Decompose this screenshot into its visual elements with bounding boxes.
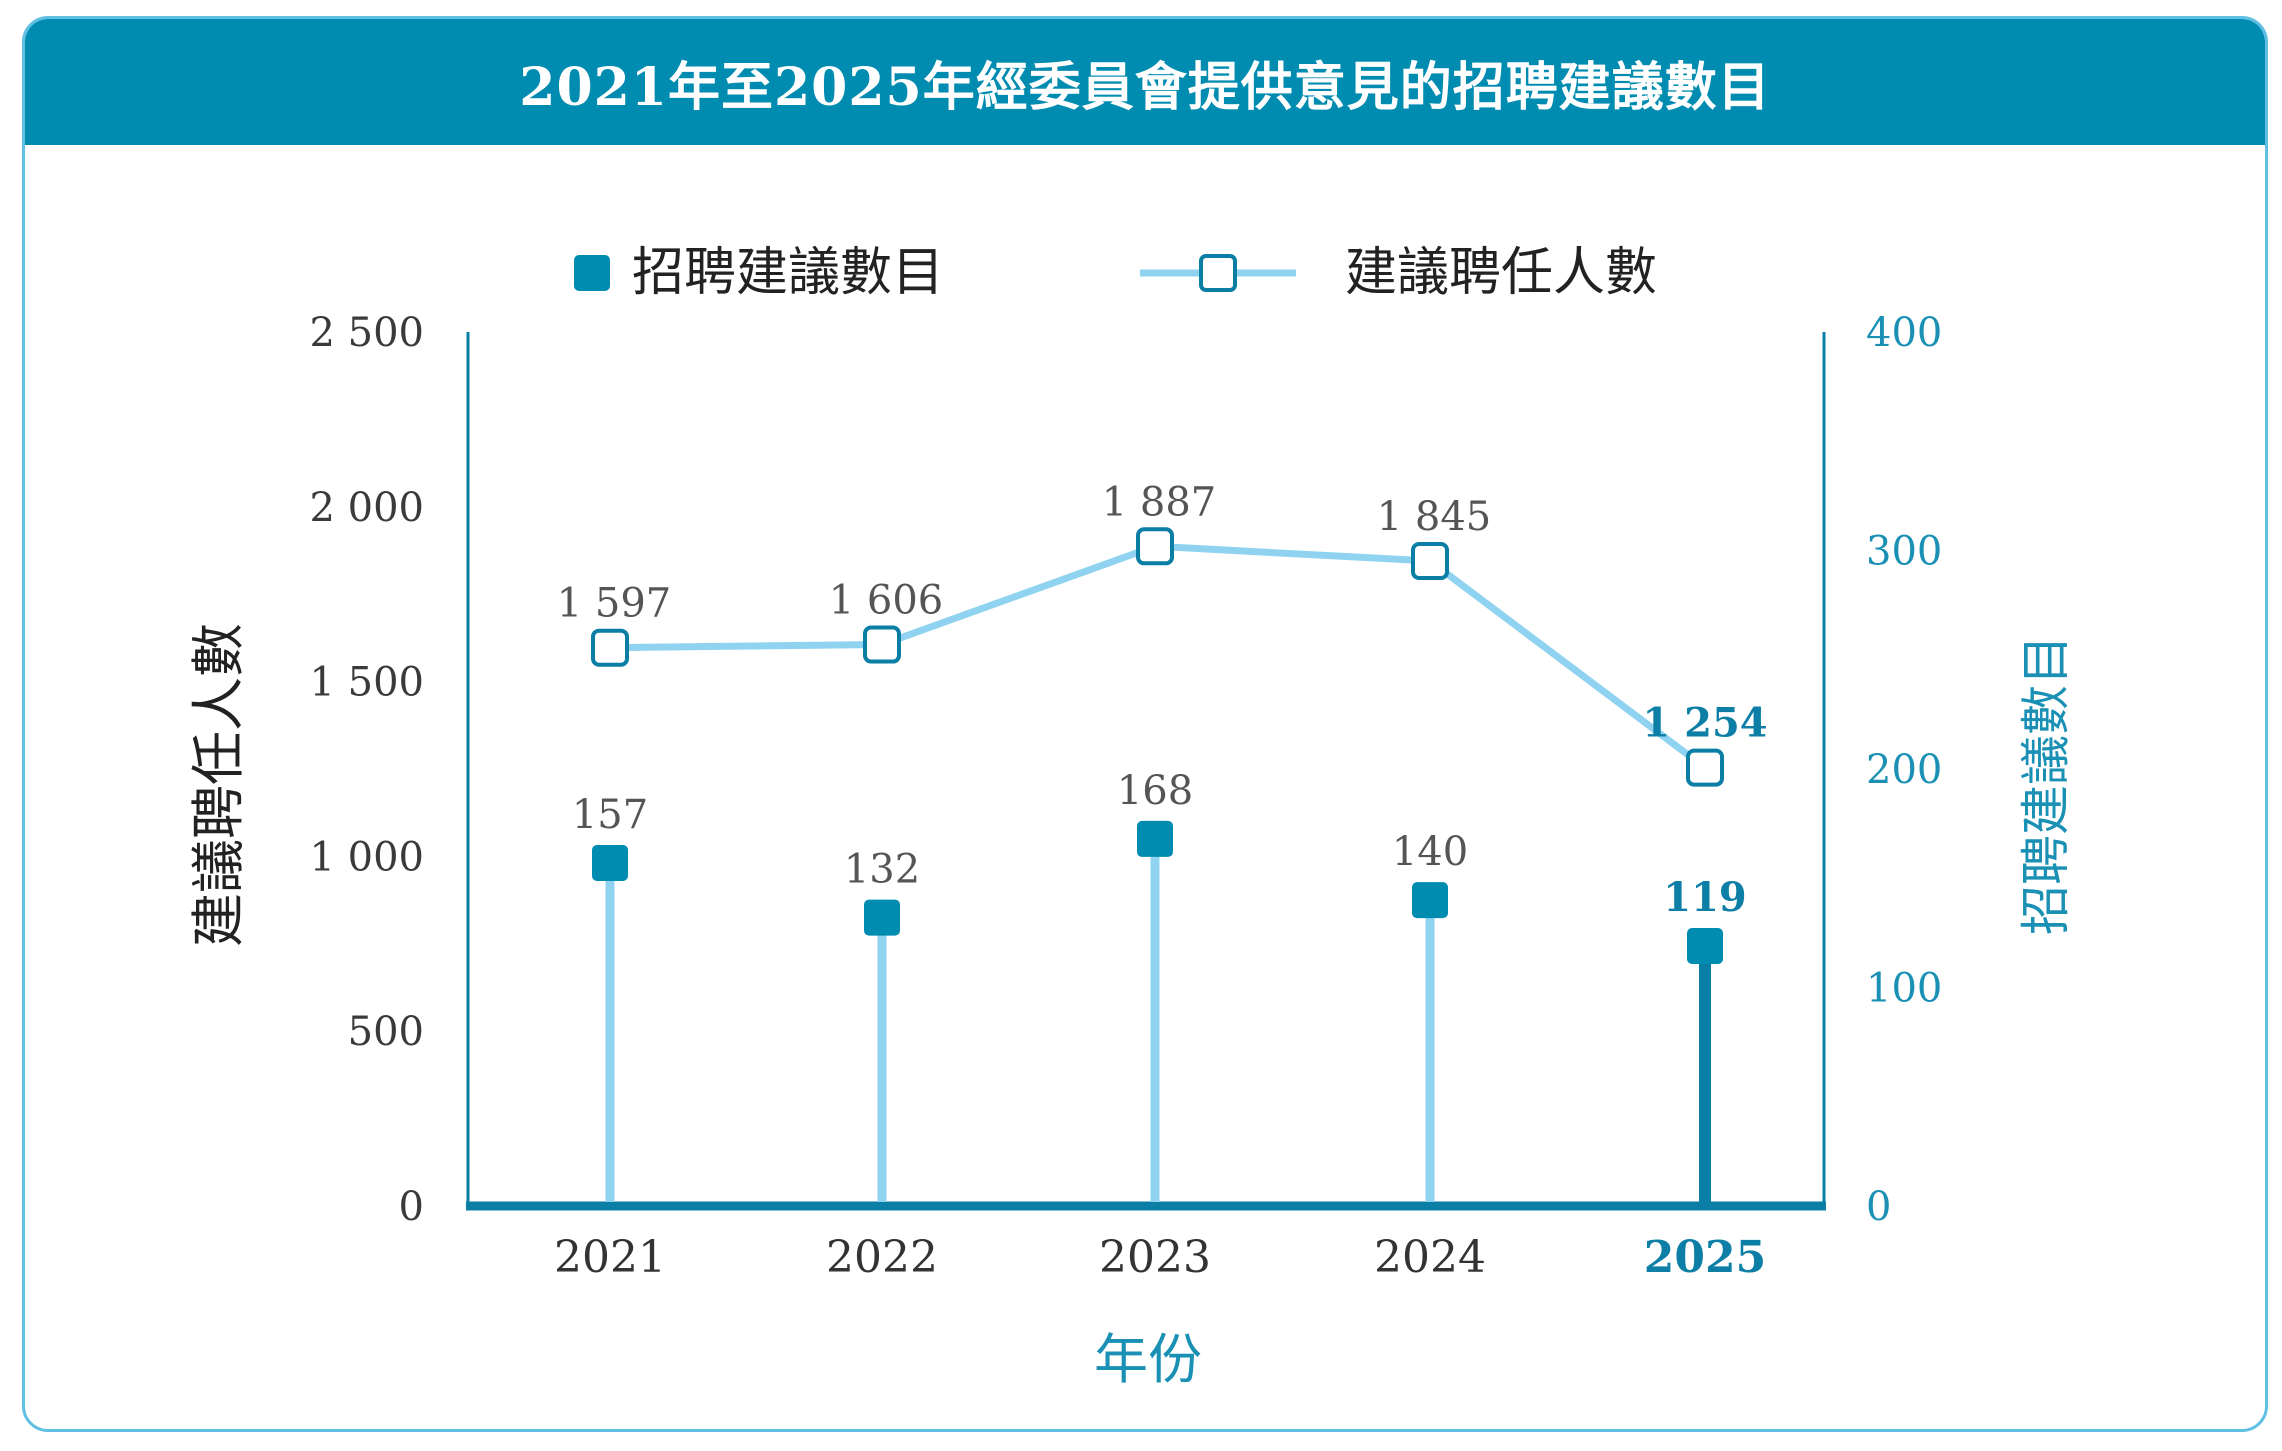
bar-marker [592,844,628,881]
chart-header: 2021年至2025年經委員會提供意見的招聘建議數目 [25,19,2265,145]
x-tick-label: 2024 [1374,1232,1486,1283]
y-left-tick-label: 2 000 [309,485,424,531]
bar-marker [1137,820,1173,857]
bar-value-label: 157 [572,792,648,838]
y-left-tick-label: 1 000 [309,834,424,880]
y-right-tick-label: 0 [1866,1184,1891,1230]
bar-value-label: 140 [1392,829,1468,875]
y-axis-right-title: 招聘建議數目 [2017,635,2075,935]
bar-value-label: 119 [1663,874,1747,921]
chart-frame: 2021年至2025年經委員會提供意見的招聘建議數目 [22,16,2268,1432]
x-tick-label: 2021 [554,1232,666,1283]
data-labels: 157 132 168 140 119 1 597 1 606 1 887 1 845 1 254 [557,479,1768,921]
axes [466,332,1826,1211]
x-axis-title: 年份 [1094,1328,1202,1391]
line-marker [1136,527,1174,566]
y-right-tick-label: 200 [1866,747,1942,793]
line-series [609,542,1708,771]
y-right-tick-label: 300 [1866,529,1942,575]
y-left-tick-label: 2 500 [309,310,424,356]
line-path [609,542,1708,771]
y-left-tick-label: 0 [399,1184,424,1230]
line-marker [863,625,901,664]
line-value-label: 1 887 [1102,479,1217,525]
chart-title: 2021年至2025年經委員會提供意見的招聘建議數目 [519,56,1771,118]
line-marker [591,628,629,667]
line-value-label: 1 845 [1377,494,1492,540]
y-left-tick-label: 1 500 [309,660,424,706]
bar-value-label: 132 [844,847,920,893]
markers [591,527,1724,964]
ticks: 0 500 1 000 1 500 2 000 2 500 0 100 200 300 400 202… [309,310,1942,1283]
bar-marker [864,899,900,936]
line-value-label: 1 606 [829,578,944,624]
y-right-tick-label: 100 [1866,966,1942,1012]
y-right-tick-label: 400 [1866,310,1942,356]
legend-bar-swatch [574,255,610,291]
line-value-label: 1 254 [1642,700,1767,747]
x-tick-label: 2022 [826,1232,938,1283]
bar-marker [1412,882,1448,919]
legend-bar-label: 招聘建議數目 [632,243,944,303]
bar-value-label: 168 [1117,768,1193,814]
legend-line-label: 建議聘任人數 [1345,243,1657,303]
x-tick-label: 2023 [1099,1232,1211,1283]
y-left-tick-label: 500 [348,1009,424,1055]
bar-stems [605,838,1711,1202]
line-value-label: 1 597 [557,581,672,627]
x-tick-label: 2025 [1644,1232,1766,1283]
line-marker [1686,748,1724,787]
legend: 招聘建議數目 建議聘任人數 [574,243,1657,303]
bar-marker [1687,927,1723,964]
legend-line-marker [1199,254,1237,292]
y-axis-left-title: 建議聘任人數 [187,623,250,947]
line-marker [1411,541,1449,580]
